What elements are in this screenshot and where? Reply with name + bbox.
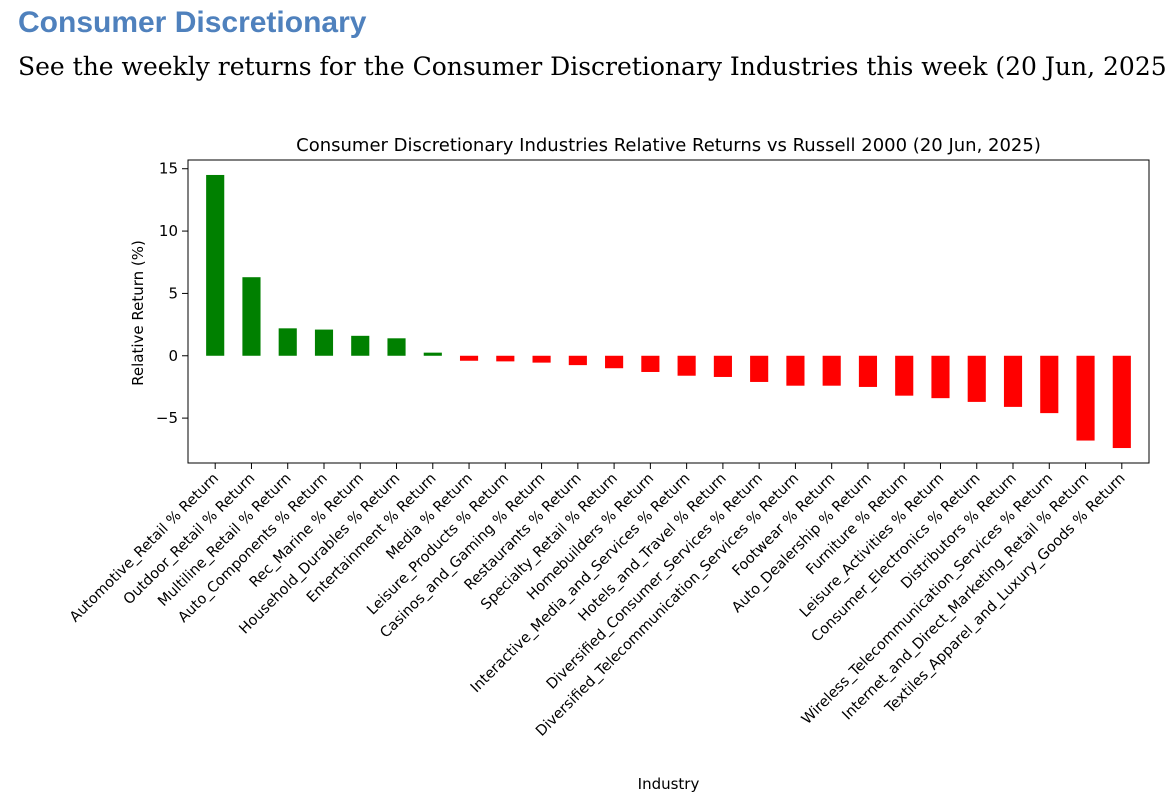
y-tick-label: 15 (159, 160, 178, 178)
bar-22 (1003, 355, 1023, 407)
bar-12 (641, 355, 660, 372)
y-tick-label: 5 (168, 284, 178, 302)
section-heading: Consumer Discretionary (18, 6, 367, 39)
bar-9 (532, 355, 551, 363)
bar-4 (351, 335, 370, 356)
x-axis-label: Industry (638, 775, 700, 793)
bar-2 (278, 328, 297, 356)
bar-7 (459, 355, 479, 361)
bar-14 (713, 355, 732, 377)
bar-5 (387, 338, 406, 356)
bar-18 (858, 355, 878, 387)
y-tick-label: 0 (168, 347, 178, 365)
bar-13 (677, 355, 696, 376)
intro-text: See the weekly returns for the Consumer … (18, 52, 1165, 81)
bar-25 (1112, 355, 1131, 449)
y-tick-label: 10 (159, 222, 178, 240)
returns-bar-chart: Consumer Discretionary Industries Relati… (67, 135, 1150, 793)
bar-17 (822, 355, 841, 386)
bar-23 (1040, 355, 1059, 414)
plot-frame (187, 159, 1150, 464)
bar-16 (786, 355, 805, 386)
bar-24 (1076, 355, 1095, 441)
bar-11 (605, 355, 624, 369)
bar-1 (242, 277, 261, 356)
bar-21 (967, 355, 986, 402)
bar-8 (496, 355, 515, 362)
bar-6 (423, 352, 442, 356)
bar-20 (931, 355, 950, 399)
bar-19 (895, 355, 914, 396)
chart-title: Consumer Discretionary Industries Relati… (296, 135, 1041, 156)
y-tick-label: −5 (156, 409, 178, 427)
bar-0 (206, 174, 225, 356)
bar-15 (750, 355, 769, 382)
bar-3 (314, 329, 334, 356)
y-axis-label: Relative Return (%) (129, 240, 147, 386)
bar-10 (568, 355, 587, 366)
